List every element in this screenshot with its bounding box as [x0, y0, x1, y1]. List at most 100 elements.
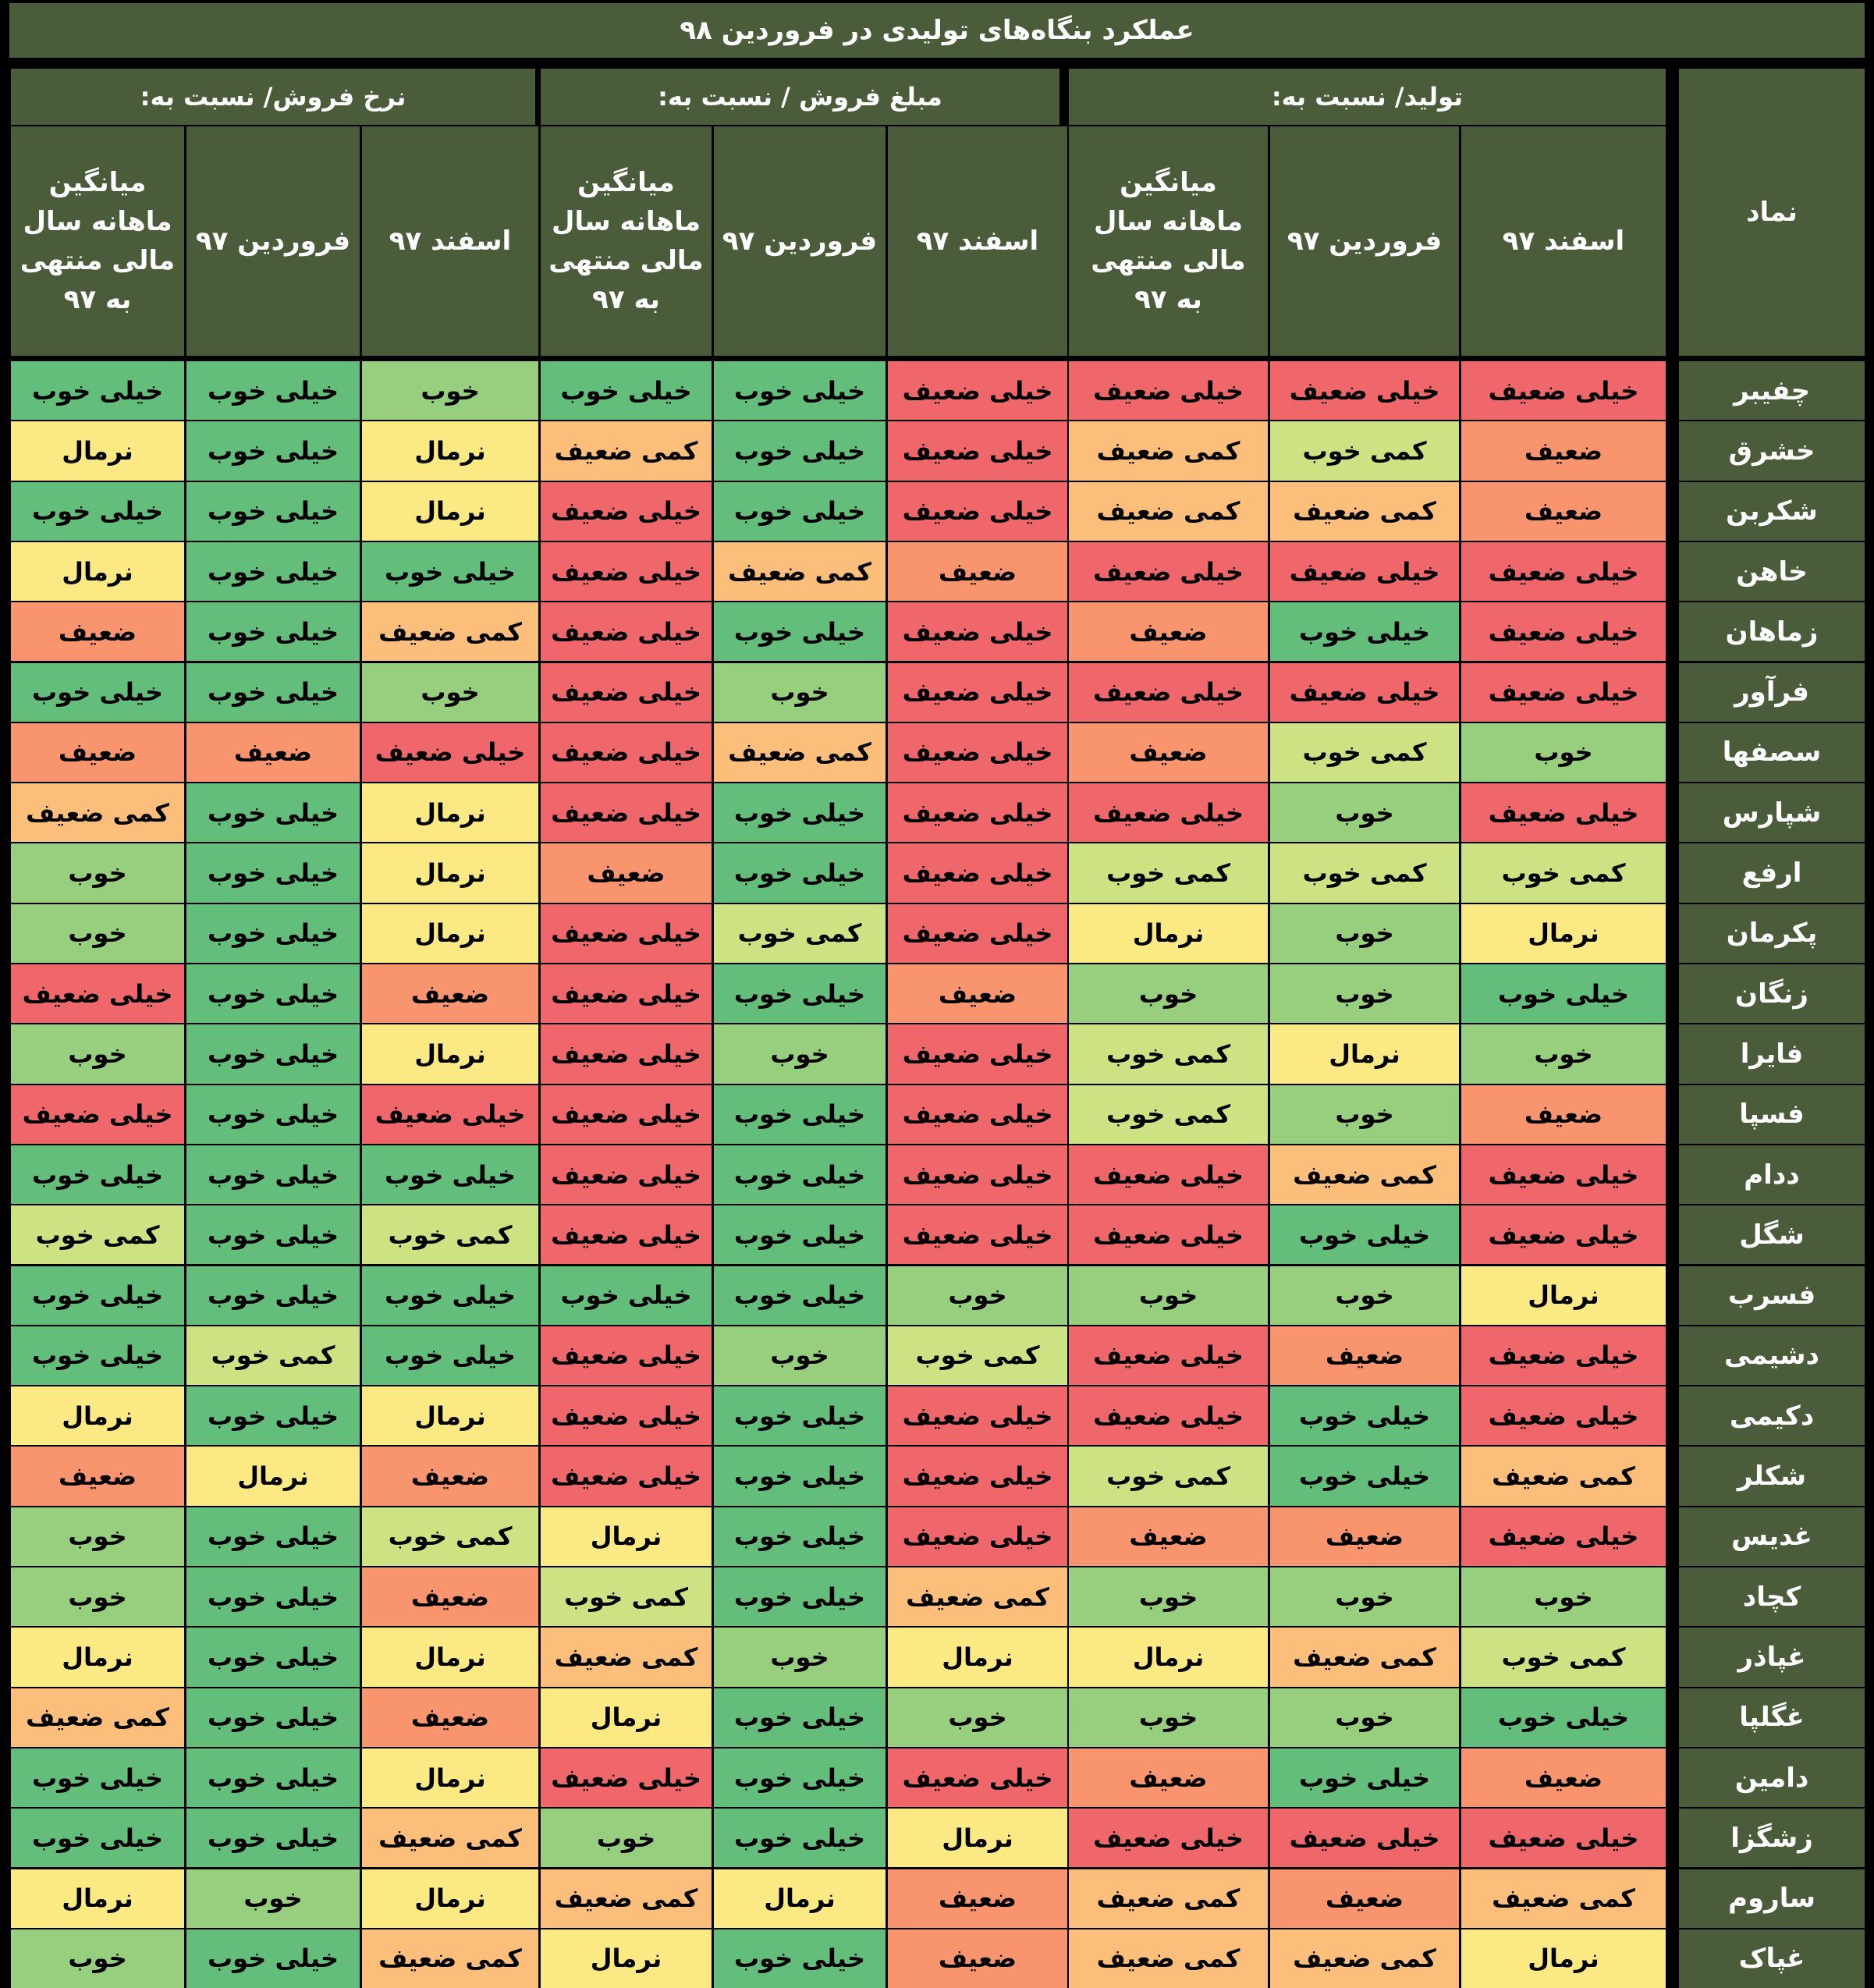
row-symbol: غگلپا — [1679, 1688, 1865, 1747]
rating-cell: خیلی ضعیف — [1461, 602, 1666, 662]
page: { "title": "عملکرد بنگاه‌های تولیدی در ف… — [9, 3, 1865, 1988]
rating-cell: خیلی خوب — [362, 1145, 538, 1205]
row-symbol: ددام — [1679, 1145, 1865, 1205]
rating-cell: خیلی خوب — [1270, 602, 1459, 662]
rating-cell: خیلی خوب — [714, 421, 886, 481]
rating-cell: ضعیف — [362, 1688, 538, 1747]
rating-cell: خیلی ضعیف — [888, 662, 1067, 722]
group-header-3: نرخ فروش/ نسبت به: — [11, 69, 535, 125]
rating-cell: ضعیف — [1270, 1869, 1459, 1928]
group-header-2: مبلغ فروش / نسبت به: — [541, 69, 1059, 125]
rating-cell: خیلی ضعیف — [888, 421, 1067, 481]
rating-cell: خیلی خوب — [186, 662, 360, 722]
rating-cell: کمی خوب — [1069, 1447, 1268, 1506]
rating-cell: نرمال — [1461, 1266, 1666, 1325]
rating-cell: خوب — [11, 1567, 184, 1627]
rating-cell: خیلی ضعیف — [362, 1085, 538, 1144]
rating-cell: نرمال — [362, 1628, 538, 1687]
rating-cell: خیلی خوب — [714, 843, 886, 903]
row-symbol: ارفع — [1679, 843, 1865, 903]
row-symbol: کچاد — [1679, 1567, 1865, 1627]
rating-cell: نرمال — [362, 481, 538, 541]
rating-cell: خیلی خوب — [186, 421, 360, 481]
rating-cell: خوب — [11, 1507, 184, 1566]
rating-cell: خیلی خوب — [714, 964, 886, 1024]
rating-cell: نرمال — [362, 843, 538, 903]
rating-cell: کمی خوب — [362, 1507, 538, 1566]
rating-cell: خوب — [714, 1628, 886, 1687]
row-symbol: زنگان — [1679, 964, 1865, 1024]
rating-cell: کمی ضعیف — [11, 783, 184, 843]
rating-cell: خوب — [1270, 903, 1459, 963]
rating-cell: خیلی ضعیف — [888, 1447, 1067, 1506]
rating-cell: ضعیف — [888, 964, 1067, 1024]
rating-cell: خیلی ضعیف — [541, 1326, 712, 1386]
rating-cell: کمی ضعیف — [714, 541, 886, 602]
rating-cell: خیلی خوب — [186, 1809, 360, 1868]
rating-cell: نرمال — [362, 1748, 538, 1808]
rating-cell: خیلی خوب — [1270, 1205, 1459, 1265]
rating-cell: خیلی ضعیف — [1069, 541, 1268, 602]
rating-cell: کمی ضعیف — [1069, 421, 1268, 481]
rating-cell: خیلی ضعیف — [1461, 541, 1666, 602]
row-symbol: زشگزا — [1679, 1809, 1865, 1868]
rating-cell: خوب — [714, 1024, 886, 1084]
rating-cell: خیلی ضعیف — [888, 1507, 1067, 1566]
rating-cell: خیلی ضعیف — [1461, 1386, 1666, 1446]
rating-cell: خوب — [1461, 1567, 1666, 1627]
row-symbol: ساروم — [1679, 1869, 1865, 1928]
rating-cell: نرمال — [541, 1507, 712, 1566]
subheader-1-3: میانگین ماهانه سال مالی منتهی به ۹۷ — [1069, 126, 1268, 356]
row-symbol: دامین — [1679, 1748, 1865, 1808]
rating-cell: نرمال — [1461, 903, 1666, 963]
row-symbol: دشیمی — [1679, 1326, 1865, 1386]
row-symbol: زماهان — [1679, 602, 1865, 662]
rating-cell: ضعیف — [541, 843, 712, 903]
rating-cell: خیلی خوب — [186, 602, 360, 662]
rating-cell: خیلی خوب — [186, 1567, 360, 1627]
rating-cell: خیلی خوب — [186, 1688, 360, 1747]
rating-cell: خوب — [888, 1688, 1067, 1747]
rating-cell: خیلی ضعیف — [1461, 1205, 1666, 1265]
subheader-3-2: فروردین ۹۷ — [186, 126, 360, 356]
rating-cell: کمی ضعیف — [541, 421, 712, 481]
rating-cell: ضعیف — [362, 1567, 538, 1627]
rating-cell: کمی ضعیف — [362, 602, 538, 662]
rating-cell: خیلی خوب — [186, 1386, 360, 1446]
rating-cell: خیلی خوب — [186, 783, 360, 843]
rating-cell: خیلی ضعیف — [1270, 541, 1459, 602]
rating-cell: خیلی ضعیف — [1461, 1809, 1666, 1868]
rating-cell: نرمال — [541, 1929, 712, 1988]
rating-cell: خیلی خوب — [714, 1688, 886, 1747]
rating-cell: کمی ضعیف — [1069, 481, 1268, 541]
rating-cell: خیلی خوب — [186, 843, 360, 903]
rating-cell: خیلی خوب — [186, 1748, 360, 1808]
rating-cell: ضعیف — [1069, 1507, 1268, 1566]
rating-cell: خیلی خوب — [186, 1145, 360, 1205]
rating-cell: خیلی خوب — [714, 1447, 886, 1506]
rating-cell: کمی خوب — [1270, 421, 1459, 481]
rating-cell: نرمال — [362, 903, 538, 963]
rating-cell: خیلی خوب — [186, 964, 360, 1024]
rating-cell: ضعیف — [362, 964, 538, 1024]
rating-cell: خیلی خوب — [186, 541, 360, 602]
rating-cell: کمی خوب — [541, 1567, 712, 1627]
subheader-3-1: اسفند ۹۷ — [362, 126, 538, 356]
rating-cell: کمی ضعیف — [11, 1688, 184, 1747]
rating-cell: خیلی خوب — [186, 903, 360, 963]
rating-cell: خیلی خوب — [1461, 1688, 1666, 1747]
rating-cell: خوب — [1069, 1266, 1268, 1325]
rating-cell: خیلی خوب — [541, 361, 712, 421]
rating-cell: ضعیف — [888, 1869, 1067, 1928]
rating-cell: ضعیف — [1069, 602, 1268, 662]
rating-cell: نرمال — [11, 541, 184, 602]
symbol-header: نماد — [1679, 69, 1865, 356]
rating-cell: ضعیف — [1461, 481, 1666, 541]
rating-cell: خیلی خوب — [714, 1386, 886, 1446]
rating-cell: خوب — [1270, 1688, 1459, 1747]
rating-cell: کمی ضعیف — [1461, 1447, 1666, 1506]
rating-cell: ضعیف — [1461, 1085, 1666, 1144]
rating-cell: خیلی ضعیف — [888, 1145, 1067, 1205]
group-header-1: تولید/ نسبت به: — [1069, 69, 1666, 125]
rating-cell: خیلی خوب — [186, 481, 360, 541]
